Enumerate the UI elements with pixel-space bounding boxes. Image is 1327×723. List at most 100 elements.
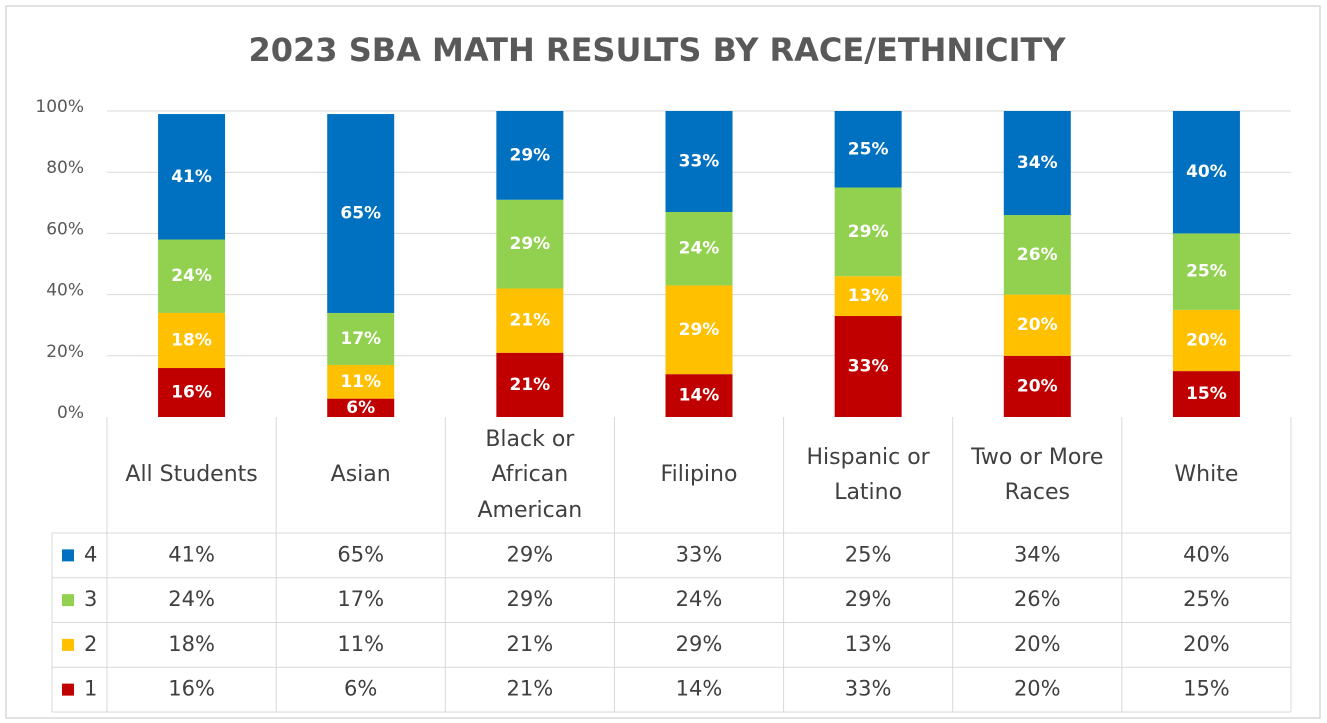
- bar-segment: [327, 312, 395, 365]
- table-value: 40%: [1183, 542, 1230, 566]
- table-value: 33%: [845, 677, 892, 701]
- category-cell: White: [1174, 462, 1239, 488]
- table-value: 29%: [676, 632, 723, 656]
- bar-segment: [327, 398, 395, 417]
- table-value: 21%: [507, 632, 554, 656]
- y-tick-label: 40%: [46, 281, 84, 301]
- bar-segment: [158, 312, 226, 369]
- table-value: 20%: [1014, 632, 1061, 656]
- bar-segment: [1172, 309, 1240, 372]
- table-value: 11%: [337, 632, 384, 656]
- bar-segment: [1003, 355, 1071, 417]
- x-tick-label: Asian: [330, 462, 391, 488]
- bar-segment: [665, 211, 733, 286]
- legend-swatch: [62, 594, 74, 607]
- table-value: 33%: [676, 542, 723, 566]
- bar-segment: [496, 352, 564, 417]
- bar-segment: [1172, 371, 1240, 417]
- bar-segment: [327, 364, 395, 399]
- bar-segment: [834, 187, 902, 277]
- bar-segment: [1003, 111, 1071, 216]
- x-tick-label: White: [1174, 462, 1239, 488]
- table-value: 24%: [676, 587, 723, 611]
- legend-swatch: [62, 638, 74, 651]
- category-cell: Filipino: [660, 462, 738, 488]
- x-tick-label: Two or More Races: [971, 444, 1104, 505]
- data-label: 29%: [848, 222, 889, 242]
- data-label: 33%: [679, 151, 720, 171]
- category-cell: Two or More Races: [971, 444, 1104, 505]
- table-value: 15%: [1183, 677, 1230, 701]
- data-label: 15%: [1186, 384, 1227, 404]
- bar-segment: [158, 239, 226, 313]
- bar-segment: [496, 288, 564, 353]
- data-label: 16%: [171, 383, 212, 403]
- bar-segment: [1003, 294, 1071, 356]
- y-tick-label: 100%: [35, 97, 84, 117]
- data-label: 13%: [848, 286, 889, 306]
- data-label: 29%: [510, 145, 551, 165]
- bar-segment: [496, 199, 564, 289]
- data-label: 40%: [1186, 162, 1227, 182]
- data-label: 25%: [848, 139, 889, 159]
- table-value: 41%: [168, 542, 215, 566]
- data-label: 11%: [340, 372, 381, 392]
- x-tick-label: Filipino: [660, 462, 738, 488]
- table-value: 26%: [1014, 587, 1061, 611]
- bar-segment: [665, 374, 733, 417]
- data-label: 20%: [1017, 376, 1058, 396]
- legend-swatch: [62, 549, 74, 562]
- legend-swatch: [62, 683, 74, 696]
- data-label: 33%: [848, 357, 889, 377]
- legend-label: 4: [84, 542, 97, 566]
- x-tick-label: Hispanic or Latino: [806, 444, 930, 505]
- bar-segment: [834, 316, 902, 417]
- table-value: 29%: [507, 542, 554, 566]
- y-tick-label: 20%: [46, 342, 84, 362]
- table-value: 17%: [337, 587, 384, 611]
- table-value: 13%: [845, 632, 892, 656]
- table-value: 18%: [168, 632, 215, 656]
- data-label: 26%: [1017, 245, 1058, 265]
- bar-segment: [665, 111, 733, 212]
- data-label: 21%: [510, 311, 551, 331]
- bar-segment: [496, 111, 564, 200]
- table-value: 20%: [1014, 677, 1061, 701]
- y-tick-label: 0%: [57, 403, 84, 423]
- table-value: 25%: [1183, 587, 1230, 611]
- data-label: 20%: [1186, 331, 1227, 351]
- table-value: 29%: [845, 587, 892, 611]
- bar-segment: [158, 368, 226, 417]
- x-tick-label: Black or African American: [477, 427, 583, 523]
- table-value: 29%: [507, 587, 554, 611]
- data-label: 18%: [171, 331, 212, 351]
- category-cell: Asian: [330, 462, 391, 488]
- data-label: 6%: [346, 398, 375, 418]
- data-label: 20%: [1017, 315, 1058, 335]
- data-label: 21%: [510, 375, 551, 395]
- data-label: 25%: [1186, 262, 1227, 282]
- data-label: 29%: [510, 234, 551, 254]
- data-label: 65%: [340, 204, 381, 224]
- data-label: 41%: [171, 167, 212, 187]
- category-cell: All Students: [125, 462, 258, 488]
- table-value: 6%: [344, 677, 377, 701]
- data-label: 24%: [171, 266, 212, 286]
- table-value: 24%: [168, 587, 215, 611]
- legend-label: 3: [84, 587, 97, 611]
- table-value: 16%: [168, 677, 215, 701]
- x-tick-label: All Students: [125, 462, 258, 488]
- bar-segment: [1172, 111, 1240, 234]
- legend-label: 1: [84, 677, 97, 701]
- table-value: 21%: [507, 677, 554, 701]
- bar-segment: [327, 114, 395, 313]
- bar-segment: [1172, 233, 1240, 310]
- data-label: 34%: [1017, 153, 1058, 173]
- data-label: 29%: [679, 320, 720, 340]
- legend-label: 2: [84, 632, 97, 656]
- bar-segment: [834, 276, 902, 317]
- category-cell: Hispanic or Latino: [806, 444, 930, 505]
- table-value: 25%: [845, 542, 892, 566]
- table-value: 65%: [337, 542, 384, 566]
